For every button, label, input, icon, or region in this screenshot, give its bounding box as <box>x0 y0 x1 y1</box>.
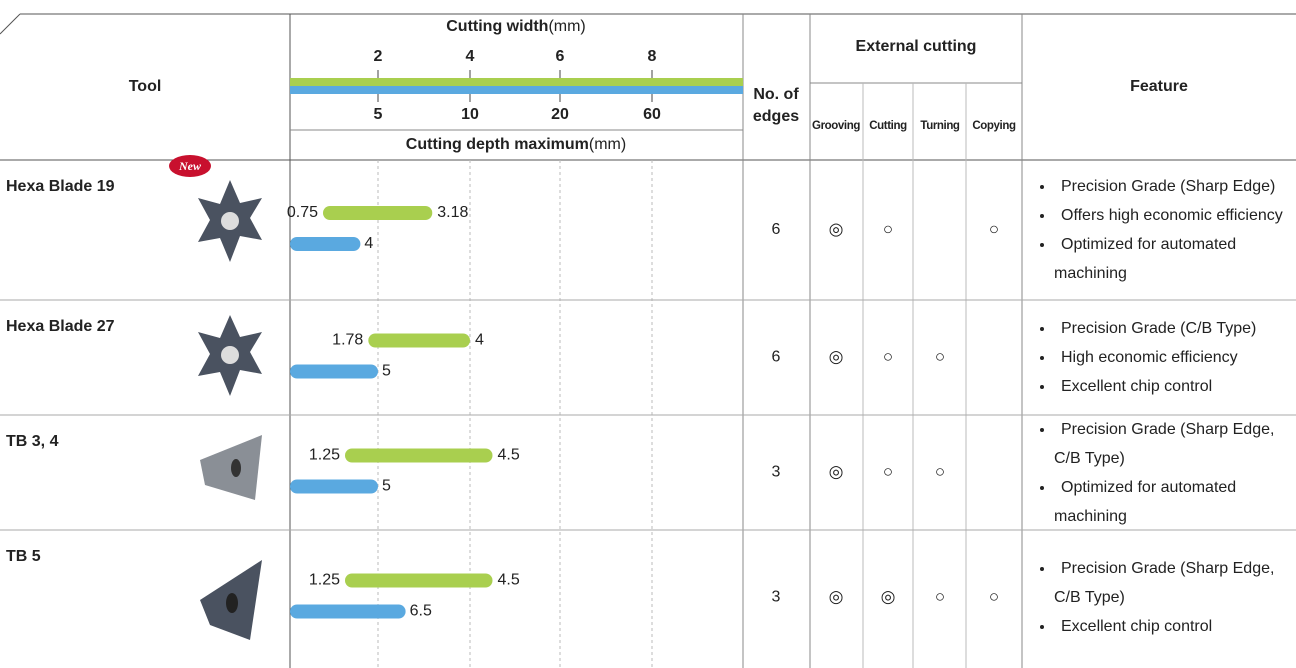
feature-list: Precision Grade (Sharp Edge)Offers high … <box>1026 160 1294 300</box>
header-external: External cutting <box>856 38 977 55</box>
depth-tick-label: 20 <box>551 106 569 123</box>
width-max-label: 4.5 <box>498 447 520 464</box>
operation-header: Copying <box>972 120 1016 132</box>
operation-mark: ○ <box>935 347 945 366</box>
insert-hole <box>221 212 239 230</box>
depth-tick-label: 5 <box>374 106 383 123</box>
operation-mark: ○ <box>883 219 893 238</box>
operation-mark: ○ <box>989 587 999 606</box>
depth-label: 6.5 <box>410 603 432 620</box>
tool-name: TB 3, 4 <box>6 433 59 450</box>
depth-bar <box>290 479 378 494</box>
width-min-label: 0.75 <box>287 204 318 221</box>
operation-mark: ○ <box>989 219 999 238</box>
depth-tick-label: 10 <box>461 106 479 123</box>
feature-list: Precision Grade (C/B Type)High economic … <box>1026 300 1294 415</box>
operation-mark: ○ <box>935 587 945 606</box>
operation-header: Grooving <box>812 120 860 132</box>
feature: Excellent chip control <box>1040 372 1294 401</box>
operation-mark: ○ <box>935 462 945 481</box>
width-bar <box>368 333 470 348</box>
corner <box>0 13 21 35</box>
feature-list: Precision Grade (Sharp Edge, C/B Type)Ex… <box>1026 530 1294 665</box>
width-tick-label: 2 <box>374 48 383 65</box>
operation-mark: ◎ <box>829 462 844 481</box>
header-feature: Feature <box>1130 78 1188 95</box>
header-tool: Tool <box>129 78 162 95</box>
header-depth: Cutting depth maximum(mm) <box>406 136 626 153</box>
operation-mark: ○ <box>883 462 893 481</box>
depth-tick-label: 60 <box>643 106 661 123</box>
insert-image <box>200 435 262 500</box>
edges: 6 <box>772 221 781 238</box>
header-bar <box>290 78 743 86</box>
tool-images <box>198 180 262 640</box>
operation-mark: ◎ <box>829 347 844 366</box>
width-tick-label: 6 <box>556 48 565 65</box>
width-min-label: 1.25 <box>309 572 340 589</box>
insert-hole <box>221 346 239 364</box>
feature: Excellent chip control <box>1040 612 1294 641</box>
feature: Precision Grade (C/B Type) <box>1040 314 1294 343</box>
width-bar <box>323 206 433 220</box>
feature: Precision Grade (Sharp Edge, C/B Type) <box>1040 554 1294 612</box>
tool-name: Hexa Blade 27 <box>6 318 115 335</box>
width-max-label: 4 <box>475 332 484 349</box>
operation-mark: ○ <box>883 347 893 366</box>
operation-header: Cutting <box>869 120 907 132</box>
depth-bar <box>290 364 378 379</box>
badge <box>169 155 211 177</box>
depth-label: 5 <box>382 478 391 495</box>
depth-label: 5 <box>382 363 391 380</box>
width-tick-label: 8 <box>648 48 657 65</box>
width-bar <box>345 573 493 588</box>
depth-label: 4 <box>364 235 373 252</box>
operation-mark: ◎ <box>829 219 844 238</box>
header-edges: No. of <box>753 86 799 103</box>
operation-mark: ◎ <box>829 587 844 606</box>
header-bar <box>290 86 743 94</box>
insert-hole <box>231 459 241 477</box>
feature: Optimized for automated machining <box>1040 230 1294 288</box>
feature: High economic efficiency <box>1040 343 1294 372</box>
depth-bar <box>290 237 361 251</box>
depth-bar <box>290 604 406 619</box>
header-width: Cutting width(mm) <box>446 18 586 35</box>
width-min-label: 1.25 <box>309 447 340 464</box>
feature: Precision Grade (Sharp Edge, C/B Type) <box>1040 415 1294 473</box>
width-max-label: 3.18 <box>437 204 468 221</box>
tool-name: TB 5 <box>6 548 41 565</box>
edges: 6 <box>772 349 781 366</box>
insert-hole <box>226 593 238 613</box>
width-tick-label: 4 <box>466 48 475 65</box>
operation-header: Turning <box>920 120 960 132</box>
header-edges: edges <box>753 108 799 125</box>
feature: Precision Grade (Sharp Edge) <box>1040 172 1294 201</box>
edges: 3 <box>772 464 781 481</box>
width-min-label: 1.78 <box>332 332 363 349</box>
feature: Optimized for automated machining <box>1040 473 1294 531</box>
edges: 3 <box>772 589 781 606</box>
tool-name: Hexa Blade 19 <box>6 178 115 195</box>
width-max-label: 4.5 <box>498 572 520 589</box>
badge-text: New <box>178 159 202 173</box>
width-bar <box>345 448 493 463</box>
feature: Offers high economic efficiency <box>1040 201 1294 230</box>
feature-list: Precision Grade (Sharp Edge, C/B Type)Op… <box>1026 415 1294 530</box>
operation-mark: ◎ <box>881 587 896 606</box>
